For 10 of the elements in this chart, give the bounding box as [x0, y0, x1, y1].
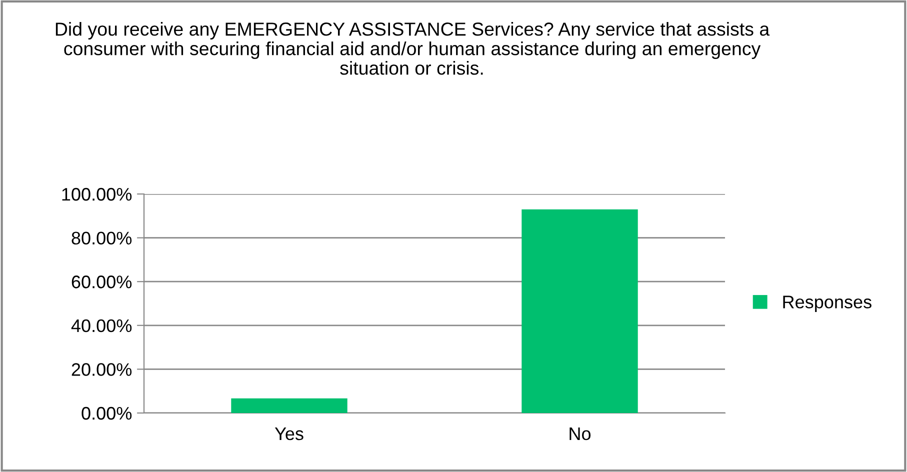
y-tick-label: 0.00%: [82, 406, 132, 420]
y-tick-label: 40.00%: [71, 319, 132, 332]
chart-title: Did you receive any EMERGENCY ASSISTANCE Services? Any service that assists a consumer with securing financial aid and/or human assistance during an emergency situation or crisis.: [56, 22, 770, 75]
y-tick-label: 80.00%: [72, 232, 132, 245]
y-tick-label: 20.00%: [72, 363, 132, 376]
y-tick-label: 100.00%: [62, 188, 132, 201]
x-tick-label: Yes: [274, 428, 304, 440]
legend-label: Responses: [783, 296, 872, 312]
y-tick-label: 60.00%: [72, 276, 132, 288]
x-tick-label: No: [570, 428, 591, 440]
